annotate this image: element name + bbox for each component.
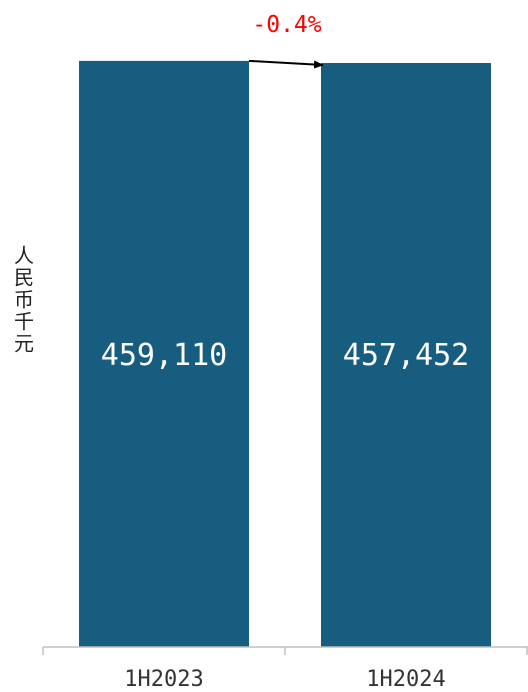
bars-group: 459,110 457,452 — [79, 60, 491, 648]
bar-1H2023 — [79, 60, 249, 648]
bar-value-label: 457,452 — [343, 338, 469, 373]
x-axis: 1H2023 1H2024 — [42, 646, 528, 692]
change-arrow — [248, 59, 324, 69]
bar-value-label: 459,110 — [101, 338, 227, 373]
x-tick-label: 1H2024 — [366, 667, 445, 692]
y-axis-label: 人民币千元 — [10, 245, 35, 355]
bar-1H2024 — [321, 63, 491, 647]
change-label: -0.4% — [252, 12, 321, 38]
change-annotation: -0.4% — [248, 12, 324, 69]
x-tick-label: 1H2023 — [124, 667, 203, 692]
